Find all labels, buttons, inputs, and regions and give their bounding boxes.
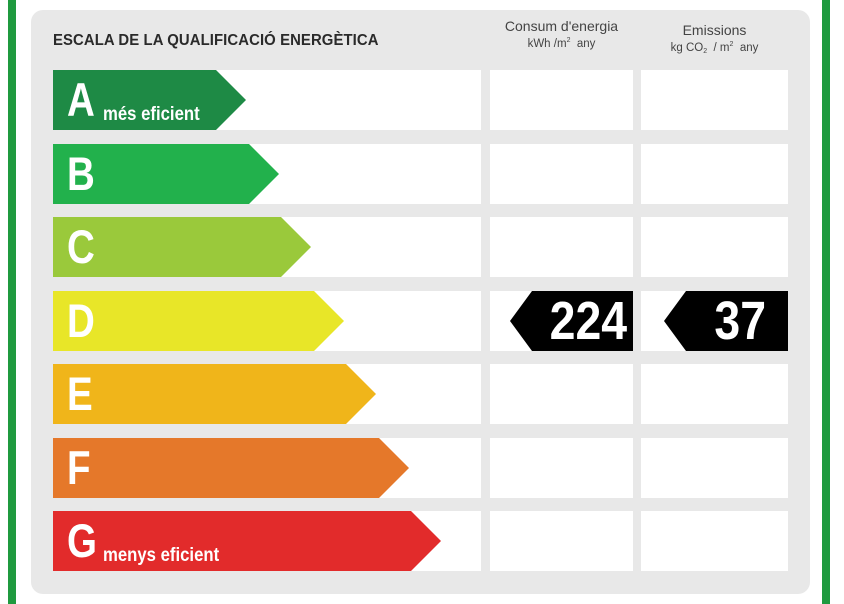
emissions-unit: kg CO2 / m2 any [670, 41, 759, 55]
consumption-cell-c [490, 217, 633, 277]
consumption-cell-g [490, 511, 633, 571]
emissions-label: Emissions [682, 22, 747, 38]
emissions-cell-a [641, 70, 788, 130]
consumption-cell-b [490, 144, 633, 204]
emissions-cell-f [641, 438, 788, 498]
consumption-cell-e [490, 364, 633, 424]
consumption-label: Consum d'energia [504, 18, 619, 34]
consumption-header: Consum d'energia kWh /m2 any [490, 18, 633, 50]
rating-letter: G [67, 514, 97, 567]
rating-letter: F [67, 441, 91, 494]
consumption-unit: kWh /m2 any [527, 37, 596, 50]
consumption-value-tag: 224 [510, 291, 633, 351]
rating-arrow-d: D [53, 291, 344, 351]
scale-title: ESCALA DE LA QUALIFICACIÓ ENERGÈTICA [53, 32, 379, 49]
rating-letter: A [67, 73, 95, 126]
rating-letter: C [67, 220, 95, 273]
right-border [822, 0, 830, 604]
emissions-header: Emissions kg CO2 / m2 any [641, 22, 788, 55]
consumption-cell-a [490, 70, 633, 130]
rating-arrow-e: E [53, 364, 376, 424]
rating-sublabel: més eficient [103, 104, 200, 125]
emissions-value: 37 [714, 291, 766, 351]
rating-letter: B [67, 147, 95, 200]
rating-letter: D [67, 294, 95, 347]
consumption-value: 224 [549, 291, 627, 351]
rating-arrow-c: C [53, 217, 311, 277]
emissions-value-tag: 37 [664, 291, 788, 351]
left-border [8, 0, 16, 604]
rating-arrow-f: F [53, 438, 409, 498]
emissions-cell-b [641, 144, 788, 204]
emissions-cell-c [641, 217, 788, 277]
emissions-cell-g [641, 511, 788, 571]
rating-arrow-b: B [53, 144, 279, 204]
rating-sublabel: menys eficient [103, 545, 220, 566]
consumption-cell-f [490, 438, 633, 498]
rating-letter: E [67, 367, 93, 420]
emissions-cell-e [641, 364, 788, 424]
